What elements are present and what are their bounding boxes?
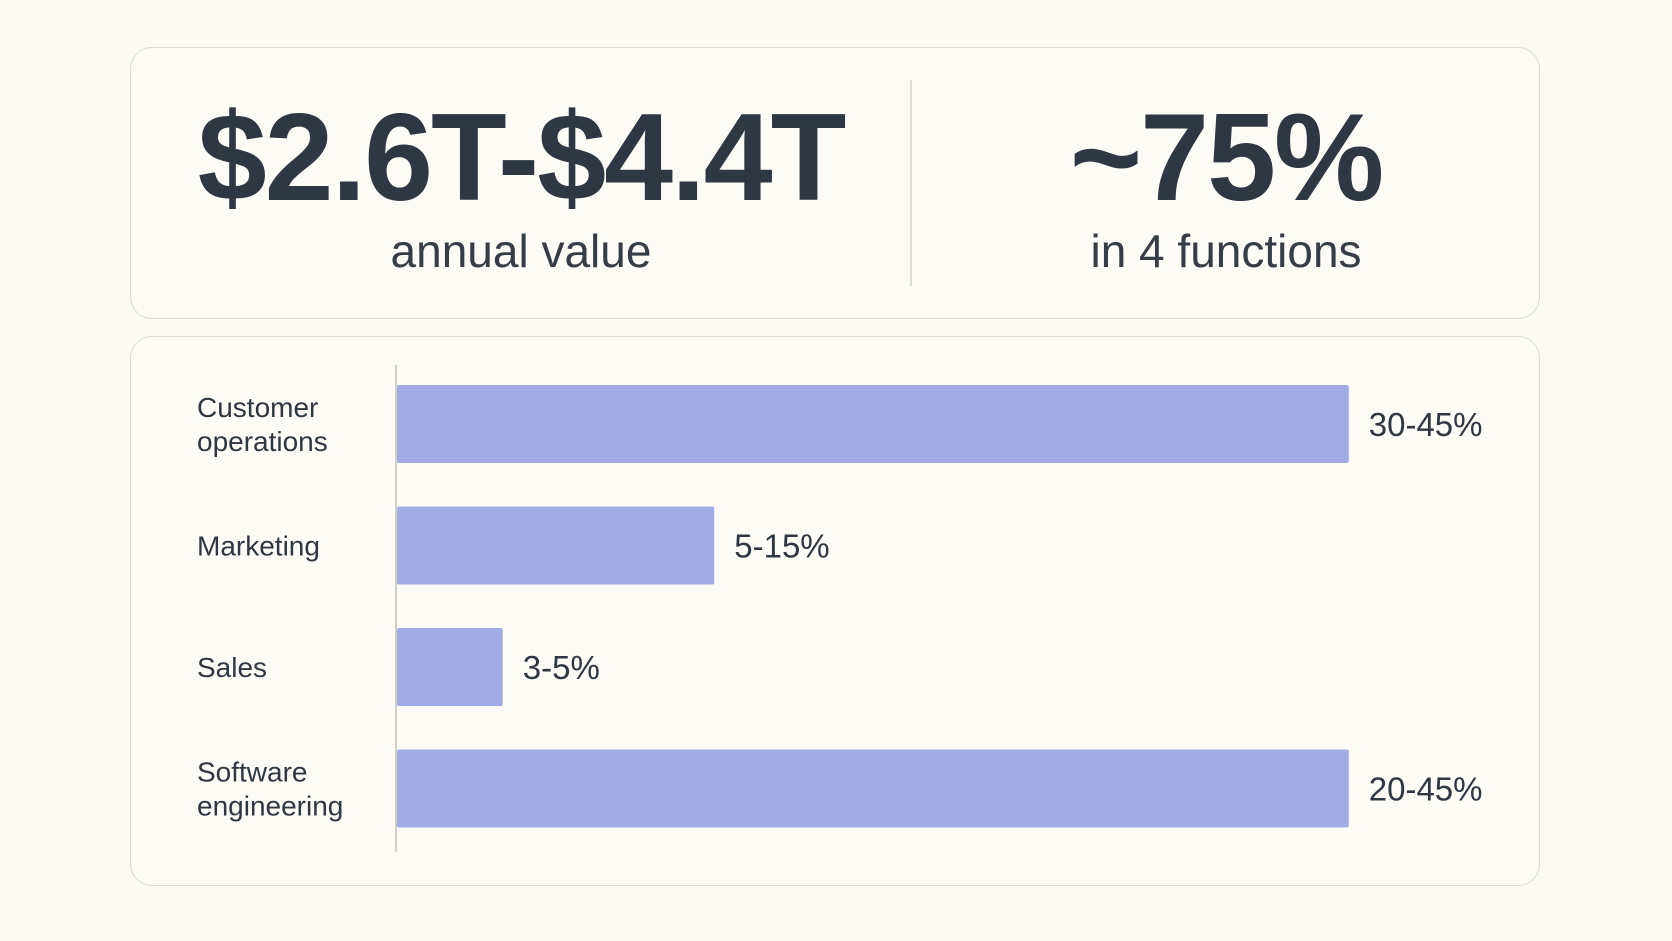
bar-chart: Customer operations 30-45% Marketing 5-15% Sa… [197, 365, 1483, 852]
stat-share-functions: ~75% in 4 functions [911, 48, 1541, 318]
category-label-line: Marketing [197, 531, 320, 562]
value-label: 30-45% [1369, 406, 1483, 443]
category-label-line: Software [197, 757, 308, 788]
category-label-line: Sales [197, 652, 267, 683]
stat-value: ~75% [1069, 89, 1385, 227]
value-label: 5-15% [734, 528, 829, 565]
category-label: Marketing [197, 531, 320, 562]
bar [397, 628, 503, 706]
category-label-line: engineering [197, 791, 343, 822]
bar [397, 506, 715, 585]
stat-label: annual value [390, 225, 652, 277]
category-label: Sales [197, 652, 267, 683]
category-label: Customer operations [197, 392, 328, 457]
stat-divider [910, 80, 912, 286]
category-label: Software engineering [197, 757, 343, 822]
category-label-line: Customer [197, 392, 318, 423]
stats-card: $2.6T-$4.4T annual value ~75% in 4 funct… [130, 47, 1540, 319]
bar [397, 385, 1349, 463]
value-label: 20-45% [1369, 771, 1483, 808]
stat-annual-value: $2.6T-$4.4T annual value [131, 48, 911, 318]
bar [397, 749, 1349, 828]
value-label: 3-5% [523, 649, 600, 686]
stat-label: in 4 functions [1090, 225, 1362, 277]
chart-card: Customer operations 30-45% Marketing 5-15% Sa… [130, 336, 1540, 886]
category-label-line: operations [197, 426, 328, 457]
stat-value: $2.6T-$4.4T [197, 89, 847, 227]
